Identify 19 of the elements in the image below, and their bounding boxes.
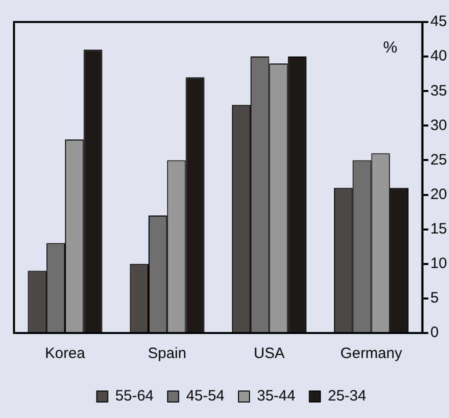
y-tick-label: 20 (430, 186, 448, 203)
legend-label: 45-54 (186, 388, 225, 405)
y-tick-label: 40 (430, 48, 448, 65)
legend-label: 35-44 (257, 388, 296, 405)
y-tick-label: 5 (430, 290, 439, 307)
y-tick-label: 10 (430, 255, 448, 272)
x-tick-label: Germany (340, 345, 403, 362)
legend-label: 55-64 (115, 388, 154, 405)
y-tick-label: 30 (430, 116, 448, 134)
y-tick-label: 25 (430, 151, 448, 168)
y-tick-label: 45 (430, 13, 448, 30)
x-tick-label: Spain (148, 345, 186, 362)
x-tick-label: USA (254, 345, 285, 362)
y-tick-label: 15 (430, 220, 448, 238)
annotation: % (383, 39, 398, 56)
legend-label: 25-34 (328, 388, 366, 405)
y-tick-label: 35 (430, 82, 448, 100)
x-tick-label: Korea (45, 345, 86, 362)
y-tick-label: 0 (430, 324, 439, 342)
